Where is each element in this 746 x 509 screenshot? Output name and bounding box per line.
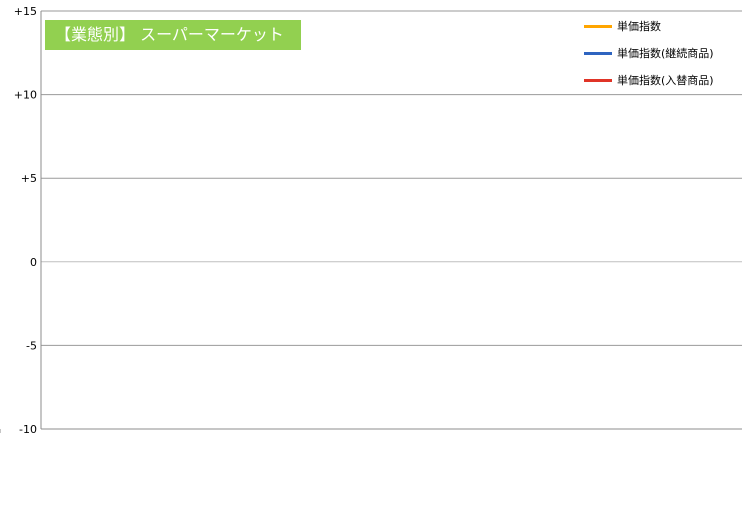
legend-item-replaced-products: 単価指数(入替商品) xyxy=(584,72,744,99)
y-tick-label: +5 xyxy=(21,172,37,185)
y-tick-label: +15 xyxy=(14,5,37,18)
legend-label-unit-price-index: 単価指数 xyxy=(617,20,661,33)
legend-swatch-replaced-products xyxy=(584,79,612,82)
legend-item-unit-price-index: 単価指数 xyxy=(584,18,744,45)
legend-swatch-continuing-products xyxy=(584,52,612,55)
y-tick-label: -10 xyxy=(19,423,37,436)
axes xyxy=(0,11,742,433)
gridlines xyxy=(41,10,742,346)
legend-item-continuing-products: 単価指数(継続商品) xyxy=(584,45,744,72)
y-tick-label: -5 xyxy=(26,339,37,352)
y-axis-tick-labels: +15 +10 +5 0 -5 -10 xyxy=(14,5,37,436)
legend-label-replaced-products: 単価指数(入替商品) xyxy=(617,74,714,87)
y-tick-label: +10 xyxy=(14,89,37,102)
legend-swatch-unit-price-index xyxy=(584,25,612,28)
legend: 単価指数 単価指数(継続商品) 単価指数(入替商品) xyxy=(584,18,744,99)
chart-title: 【業態別】 スーパーマーケット xyxy=(45,20,301,50)
legend-label-continuing-products: 単価指数(継続商品) xyxy=(617,47,714,60)
y-tick-label: 0 xyxy=(30,256,37,269)
